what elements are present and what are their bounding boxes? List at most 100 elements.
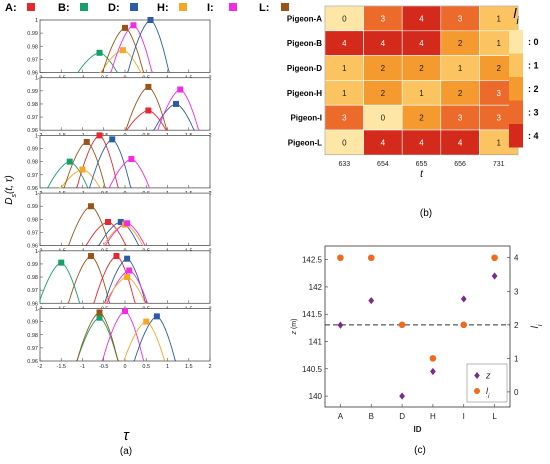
heatmap-row-label: Pigeon-B	[287, 39, 322, 48]
heatmap-cell-value: 1	[342, 64, 347, 73]
y-tick-label: 0.99	[27, 320, 38, 326]
heatmap-col-label: 731	[493, 161, 505, 168]
x-tick-label: H	[430, 412, 436, 421]
peak-marker-A	[145, 107, 152, 114]
heatmap-row-label: Pigeon-I	[290, 114, 322, 123]
subplot-4: 0.960.970.980.991-2-1.5-1-0.500.511.52	[27, 191, 211, 255]
y-tick-label: 0.98	[27, 44, 38, 50]
colorbar-swatch	[509, 77, 523, 101]
legend-swatch-I	[229, 3, 237, 11]
left-y-axis-label: z (m)	[291, 319, 298, 336]
heatmap-cell	[363, 80, 403, 106]
heatmap-col-label: 655	[416, 161, 428, 168]
heatmap-col-label: 654	[377, 161, 389, 168]
x-tick-label: 0	[123, 364, 126, 370]
z-point	[368, 296, 375, 305]
z-point	[430, 367, 436, 376]
peak-marker-I	[122, 308, 128, 315]
y-tick-label: 0.96	[27, 71, 38, 77]
y-tick-label: 0.99	[27, 31, 38, 37]
heatmap-cell	[440, 80, 480, 106]
heatmap-cell	[401, 104, 442, 131]
heatmap-cell-value: 0	[381, 114, 386, 123]
heatmap-cell	[401, 5, 442, 32]
peak-marker-L	[145, 83, 152, 90]
y-tick-label: 0.98	[27, 333, 38, 339]
z-point	[491, 272, 498, 280]
peak-marker-H	[143, 318, 150, 325]
x-tick-label: -0.5	[99, 364, 108, 370]
heatmap-cell	[440, 104, 480, 131]
legend-z-label: z	[485, 371, 491, 381]
colorbar-swatch	[509, 53, 523, 77]
peak-marker-A	[113, 253, 120, 260]
colorbar-swatch	[509, 124, 523, 148]
peak-marker-H	[124, 274, 131, 281]
heatmap-cell-value: 4	[419, 138, 424, 147]
heatmap-cell-value: 4	[458, 138, 463, 147]
panel-label-c: (c)	[414, 445, 426, 456]
heatmap-cell-value: 4	[342, 39, 347, 48]
peak-marker-D	[147, 17, 154, 23]
subplot-1: 0.960.970.980.991-2-1.5-1-0.500.511.52	[27, 17, 212, 82]
heatmap-cell-value: 2	[458, 89, 463, 98]
legend-label-L: L:	[259, 2, 269, 14]
peak-marker-D	[124, 255, 131, 262]
y-tick-label: 0.98	[27, 102, 38, 108]
peak-marker-I	[128, 156, 135, 163]
right-y-tick-label: 0	[514, 388, 519, 397]
peak-marker-L	[88, 203, 94, 210]
subplot-axes-frame	[39, 134, 211, 189]
heatmap-row-label: Pigeon-L	[288, 138, 322, 147]
heatmap-cell	[324, 30, 364, 56]
colorbar-label: : 2	[528, 84, 539, 94]
colorbar-title: li	[513, 5, 519, 27]
heatmap-cell-value: 1	[419, 89, 424, 98]
heatmap-cell	[363, 104, 403, 131]
heatmap-cell	[440, 129, 480, 156]
heatmap-cell-value: 0	[342, 138, 347, 147]
heatmap-x-label: t	[420, 169, 424, 180]
x-tick-label: 1	[166, 364, 169, 370]
x-tick-label: -1	[80, 364, 85, 370]
peak-marker-D	[117, 218, 124, 225]
heatmap-cell-value: 4	[381, 138, 386, 147]
x-tick-label: 1.5	[185, 364, 193, 370]
y-tick-label: 1	[35, 191, 38, 197]
y-tick-label: 0.99	[27, 147, 38, 153]
y-tick-label: 0.97	[27, 57, 38, 63]
legend-li-label: li	[486, 386, 490, 400]
y-tick-label: 0.98	[27, 217, 38, 223]
l-i-point	[491, 254, 498, 262]
left-y-tick-label: 140	[309, 392, 323, 401]
heatmap-cell	[363, 129, 403, 156]
heatmap-cell-value: 2	[496, 64, 501, 73]
peak-marker-L	[96, 309, 103, 316]
heatmap-cell-value: 2	[381, 64, 386, 73]
left-y-tick-label: 141	[309, 338, 323, 347]
y-tick-label: 1	[35, 249, 38, 255]
right-y-axis-label: li	[530, 324, 544, 328]
x-tick-label: -1.5	[57, 364, 66, 370]
x-tick-label: -2	[38, 364, 43, 370]
right-y-tick-label: 4	[514, 254, 519, 263]
l-i-point	[460, 321, 468, 329]
peak-marker-D	[153, 313, 160, 320]
y-tick-label: 0.96	[27, 128, 38, 134]
panel-label-b: (b)	[420, 208, 432, 219]
y-tick-label: 1	[35, 307, 38, 313]
heatmap-cell	[363, 55, 403, 81]
right-y-axis-label-text: li	[530, 324, 544, 328]
subplot-axes-frame	[39, 77, 211, 131]
heatmap-cell-value: 2	[419, 114, 424, 123]
l-i-point	[337, 254, 344, 262]
x-tick-label: B	[369, 412, 374, 421]
heatmap-cell-value: 4	[419, 39, 424, 48]
y-tick-label: 0.96	[27, 186, 38, 192]
peak-marker-A	[96, 132, 103, 139]
right-y-tick-label: 2	[514, 321, 519, 330]
subplot-5: 0.960.970.980.991-2-1.5-1-0.500.511.52	[27, 249, 211, 312]
heatmap-cell-value: 3	[458, 114, 463, 123]
heatmap-cell	[401, 55, 442, 81]
